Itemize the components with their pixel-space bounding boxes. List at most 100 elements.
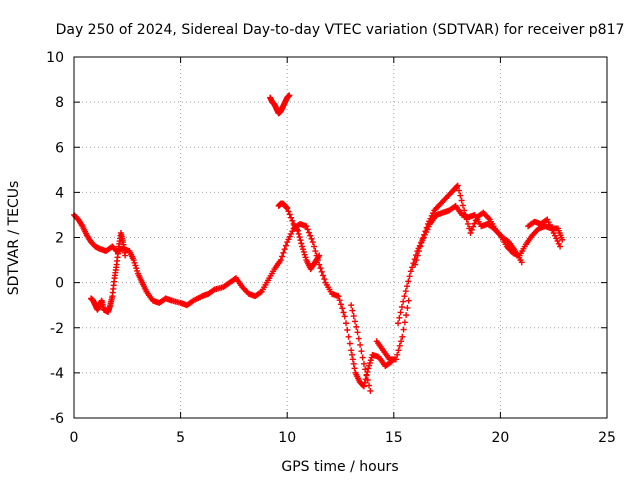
plus-marker-interp xyxy=(545,219,552,226)
plus-marker-interp xyxy=(459,202,466,209)
plus-marker-interp xyxy=(458,197,465,204)
plus-marker-interp xyxy=(553,235,560,242)
y-axis-label: SDTVAR / TECUs xyxy=(6,181,22,296)
plus-marker-interp xyxy=(362,366,369,373)
chart-title: Day 250 of 2024, Sidereal Day-to-day VTE… xyxy=(56,22,625,38)
plus-marker-interp xyxy=(346,340,353,347)
plus-marker-interp xyxy=(409,264,416,271)
plus-marker-interp xyxy=(548,224,555,231)
plus-marker-interp xyxy=(453,183,460,190)
x-tick-label: 25 xyxy=(598,430,616,446)
data-point xyxy=(303,223,315,242)
data-point xyxy=(113,247,122,268)
plus-marker-interp xyxy=(298,240,305,247)
plus-marker xyxy=(544,216,551,223)
plus-marker-interp xyxy=(295,230,302,237)
plus-marker-interp xyxy=(364,377,371,384)
data-point xyxy=(352,369,362,384)
plus-marker-interp xyxy=(339,305,346,312)
plus-marker-interp xyxy=(320,272,327,279)
plus-marker-interp xyxy=(349,356,356,363)
data-point xyxy=(418,224,430,246)
plus-marker-interp xyxy=(282,242,289,249)
data-point xyxy=(111,264,120,282)
data-point xyxy=(518,259,525,266)
x-tick-label: 0 xyxy=(70,430,79,446)
data-point xyxy=(557,243,564,250)
plus-marker-interp xyxy=(549,227,556,234)
plus-marker-interp xyxy=(456,187,463,194)
plus-marker xyxy=(550,229,557,236)
data-point xyxy=(169,297,182,306)
plus-marker-interp xyxy=(285,208,292,215)
data-point xyxy=(120,239,128,256)
plus-marker xyxy=(360,360,367,367)
plus-marker xyxy=(424,220,431,227)
data-point xyxy=(126,248,136,262)
plus-marker-interp xyxy=(551,232,558,239)
plus-marker-interp xyxy=(402,288,409,295)
y-tick-label: 8 xyxy=(55,95,64,111)
x-tick-label: 15 xyxy=(385,430,403,446)
plus-marker-interp xyxy=(321,276,328,283)
data-point xyxy=(373,338,385,352)
plus-marker-interp xyxy=(471,220,478,227)
data-point xyxy=(382,359,394,370)
plus-marker-interp xyxy=(404,283,411,290)
data-point xyxy=(299,243,309,261)
plus-marker-interp xyxy=(296,234,303,241)
grid-layer xyxy=(74,57,607,418)
plus-marker-interp xyxy=(427,215,434,222)
y-tick-label: 4 xyxy=(55,185,64,201)
data-point xyxy=(286,92,293,99)
plus-marker-interp xyxy=(366,359,373,366)
plus-marker xyxy=(518,259,525,266)
plus-marker-interp xyxy=(279,253,286,260)
plus-marker-interp xyxy=(470,223,477,230)
plus-marker-interp xyxy=(422,228,429,235)
plus-marker xyxy=(405,297,412,304)
data-point xyxy=(265,268,277,284)
data-point xyxy=(335,293,347,316)
data-point xyxy=(360,360,373,389)
plus-marker xyxy=(399,333,406,340)
plus-marker-interp xyxy=(336,297,343,304)
plus-marker-interp xyxy=(340,309,347,316)
plus-marker xyxy=(461,207,468,214)
plus-marker-interp xyxy=(297,237,304,244)
plus-marker-interp xyxy=(286,211,293,218)
ticks-layer: 0 5 10 15 20 25 -6 -4 -2 0 2 4 6 8 10 xyxy=(46,50,616,446)
data-point xyxy=(512,248,524,264)
plus-marker xyxy=(316,261,323,268)
y-tick-label: -6 xyxy=(50,411,64,427)
plus-marker-interp xyxy=(430,210,437,217)
data-point xyxy=(122,252,129,259)
data-point xyxy=(348,302,360,330)
plus-marker xyxy=(467,229,474,236)
plus-marker xyxy=(130,257,137,264)
plus-marker-interp xyxy=(468,226,475,233)
plus-marker xyxy=(341,313,348,320)
x-axis-label: GPS time / hours xyxy=(281,459,398,475)
y-tick-label: 6 xyxy=(55,140,64,156)
y-tick-label: -2 xyxy=(50,321,64,337)
data-point xyxy=(467,217,479,236)
plus-marker-interp xyxy=(317,265,324,272)
data-point xyxy=(544,216,556,234)
plus-marker-interp xyxy=(358,348,365,355)
plus-marker xyxy=(122,252,129,259)
plus-marker-interp xyxy=(134,267,141,274)
plus-marker-interp xyxy=(419,235,426,242)
plus-marker xyxy=(407,268,414,275)
data-point xyxy=(307,260,318,273)
plus-marker-interp xyxy=(403,312,410,319)
x-tick-label: 20 xyxy=(491,430,509,446)
data-point xyxy=(550,229,562,247)
data-point xyxy=(354,329,366,361)
plus-marker-interp xyxy=(280,249,287,256)
plus-marker-interp xyxy=(289,228,296,235)
plus-marker-interp xyxy=(400,326,407,333)
data-point xyxy=(559,236,566,243)
plus-marker-interp xyxy=(318,268,325,275)
